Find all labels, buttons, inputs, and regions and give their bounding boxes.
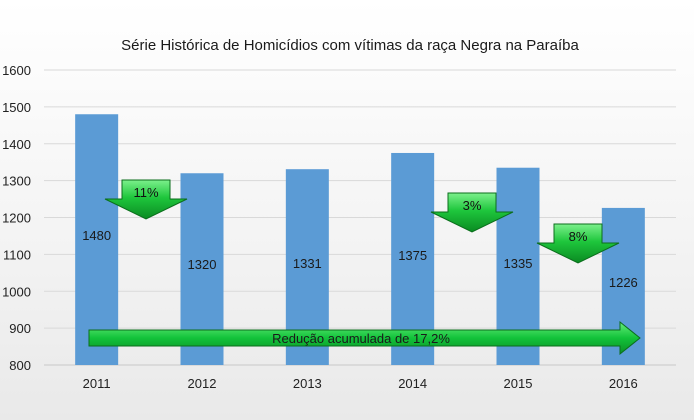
data-label: 1331 (293, 256, 322, 271)
x-tick-label: 2015 (504, 376, 533, 391)
x-tick-label: 2012 (188, 376, 217, 391)
x-tick-label: 2014 (398, 376, 427, 391)
x-tick-label: 2016 (609, 376, 638, 391)
annotations: 11% 3% 8% Redução acumulada de 17,2% (88, 179, 641, 356)
decrease-label: 8% (569, 229, 588, 244)
decrease-arrow (104, 179, 188, 220)
y-tick-label: 1500 (2, 100, 31, 115)
decrease-arrow (536, 223, 620, 264)
x-tick-label: 2013 (293, 376, 322, 391)
x-tick-label: 2011 (83, 376, 111, 391)
cumulative-label: Redução acumulada de 17,2% (272, 331, 450, 346)
y-tick-label: 1200 (2, 211, 31, 226)
chart-title: Série Histórica de Homicídios com vítima… (121, 37, 579, 54)
y-tick-label: 1000 (2, 284, 31, 299)
data-labels: 1480 1320 1331 1375 1335 1226 (82, 228, 638, 290)
cumulative-arrow (88, 320, 641, 356)
gridlines (44, 69, 676, 366)
y-tick-label: 1600 (2, 63, 31, 78)
data-label: 1335 (504, 256, 533, 271)
x-axis: 2011 2012 2013 2014 2015 2016 (83, 376, 638, 391)
y-tick-label: 800 (9, 358, 31, 373)
data-label: 1226 (609, 275, 638, 290)
data-label: 1480 (82, 228, 111, 243)
y-axis: 800 900 1000 1100 1200 1300 1400 1500 1600 (2, 63, 31, 373)
decrease-label: 11% (133, 185, 158, 200)
y-tick-label: 900 (9, 321, 31, 336)
y-tick-label: 1100 (3, 247, 31, 262)
data-label: 1320 (188, 257, 217, 272)
bar (75, 114, 119, 365)
y-tick-label: 1400 (2, 137, 31, 152)
data-label: 1375 (398, 248, 427, 263)
y-tick-label: 1300 (2, 174, 31, 189)
decrease-arrow (430, 192, 514, 233)
decrease-label: 3% (463, 198, 482, 213)
